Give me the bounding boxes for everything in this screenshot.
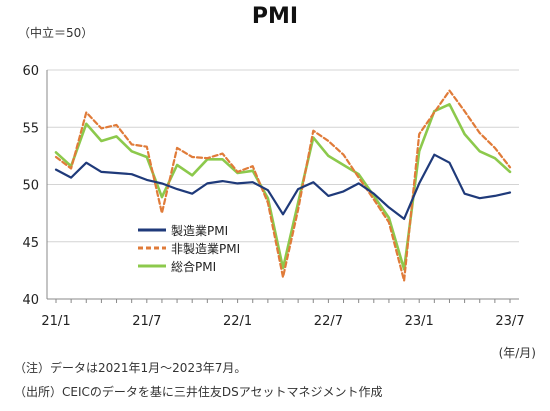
y-unit-label: （中立＝50） xyxy=(18,26,94,40)
x-tick-label: 22/1 xyxy=(223,314,252,329)
x-tick-label: 22/7 xyxy=(314,314,343,329)
x-tick-label: 23/1 xyxy=(405,314,434,329)
x-tick-label: 23/7 xyxy=(495,314,524,329)
y-tick-label: 45 xyxy=(22,236,39,251)
series-line-manufacturing xyxy=(54,153,512,220)
footnote-source: （出所）CEICのデータを基に三井住友DSアセットマネジメント作成 xyxy=(14,385,383,399)
y-tick-label: 60 xyxy=(22,64,39,79)
chart-title: PMI xyxy=(251,4,299,29)
legend-label-services: 非製造業PMI xyxy=(171,242,240,256)
footnote-note: （注）データは2021年1月～2023年7月。 xyxy=(14,361,247,375)
series-line-composite xyxy=(54,103,512,271)
y-tick-label: 50 xyxy=(22,179,39,194)
y-tick-label: 55 xyxy=(22,121,39,136)
y-tick-label: 40 xyxy=(22,293,39,308)
legend: 製造業PMI 非製造業PMI 総合PMI xyxy=(138,224,240,274)
legend-label-manufacturing: 製造業PMI xyxy=(171,224,228,238)
x-tick-label: 21/1 xyxy=(41,314,70,329)
legend-label-composite: 総合PMI xyxy=(171,259,216,274)
series-line-services xyxy=(54,89,512,282)
axes: 40 45 50 55 60 21/1 21/7 22/1 22/7 23/1 23/7 xyxy=(22,64,524,329)
x-axis-unit-label: (年/月) xyxy=(498,346,536,360)
series-lines xyxy=(54,89,512,282)
x-tick-label: 21/7 xyxy=(132,314,161,329)
